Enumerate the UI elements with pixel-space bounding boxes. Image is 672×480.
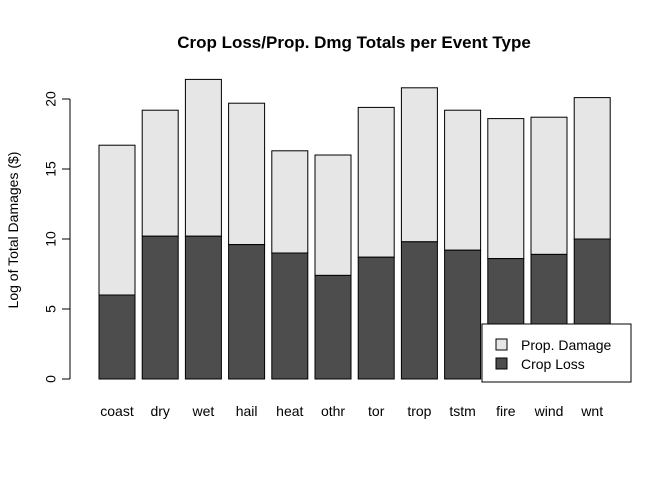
bar-crop-loss-wet xyxy=(184,235,222,380)
x-tick-label: hail xyxy=(236,403,258,419)
bar-prop-damage-tstm xyxy=(444,109,482,251)
x-tick-label: trop xyxy=(407,403,431,419)
y-tick-label: 20 xyxy=(43,91,59,107)
x-tick-label: wnt xyxy=(580,403,603,419)
bar-prop-damage-fire xyxy=(487,118,525,260)
x-tick-label: tor xyxy=(368,403,385,419)
bar-prop-damage-wind xyxy=(530,116,568,255)
chart-title: Crop Loss/Prop. Dmg Totals per Event Typ… xyxy=(177,33,531,52)
y-axis: 0 5 10 15 20 xyxy=(43,91,71,383)
bar-crop-loss-hail xyxy=(228,244,266,380)
bar-prop-damage-wet xyxy=(184,78,222,237)
y-tick-label: 5 xyxy=(43,305,59,313)
x-tick-labels: coast dry wet hail heat othr tor trop tstm fire wi… xyxy=(100,403,603,419)
bar-prop-damage-tor xyxy=(357,106,395,258)
bar-prop-damage-dry xyxy=(141,109,179,237)
legend-label: Crop Loss xyxy=(521,356,585,372)
bar-crop-loss-tor xyxy=(357,256,395,380)
x-tick-label: dry xyxy=(150,403,169,419)
bar-crop-loss-dry xyxy=(141,235,179,380)
bar-prop-damage-hail xyxy=(228,102,266,246)
bars-group xyxy=(98,78,611,380)
bar-prop-damage-heat xyxy=(271,150,309,254)
x-tick-label: wet xyxy=(192,403,215,419)
legend-box xyxy=(481,323,632,383)
x-tick-label: fire xyxy=(496,403,516,419)
bar-crop-loss-coast xyxy=(98,294,136,380)
x-tick-label: heat xyxy=(276,403,303,419)
bar-prop-damage-coast xyxy=(98,144,136,296)
y-tick-label: 10 xyxy=(43,231,59,247)
bar-crop-loss-heat xyxy=(271,252,309,380)
x-tick-label: othr xyxy=(321,403,345,419)
y-tick-label: 15 xyxy=(43,161,59,177)
y-tick-label: 0 xyxy=(43,375,59,383)
x-tick-label: wind xyxy=(534,403,564,419)
bar-prop-damage-trop xyxy=(400,87,438,243)
x-tick-label: tstm xyxy=(449,403,475,419)
bar-crop-loss-trop xyxy=(400,241,438,380)
bar-prop-damage-wnt xyxy=(573,97,611,240)
legend-swatch xyxy=(495,338,508,351)
x-tick-label: coast xyxy=(100,403,134,419)
legend: Prop. Damage Crop Loss xyxy=(481,323,632,383)
y-axis-label: Log of Total Damages ($) xyxy=(5,152,21,309)
bar-crop-loss-tstm xyxy=(444,249,482,380)
legend-swatch xyxy=(495,357,508,370)
bar-prop-damage-othr xyxy=(314,154,352,276)
legend-label: Prop. Damage xyxy=(521,337,611,353)
bar-crop-loss-othr xyxy=(314,274,352,380)
